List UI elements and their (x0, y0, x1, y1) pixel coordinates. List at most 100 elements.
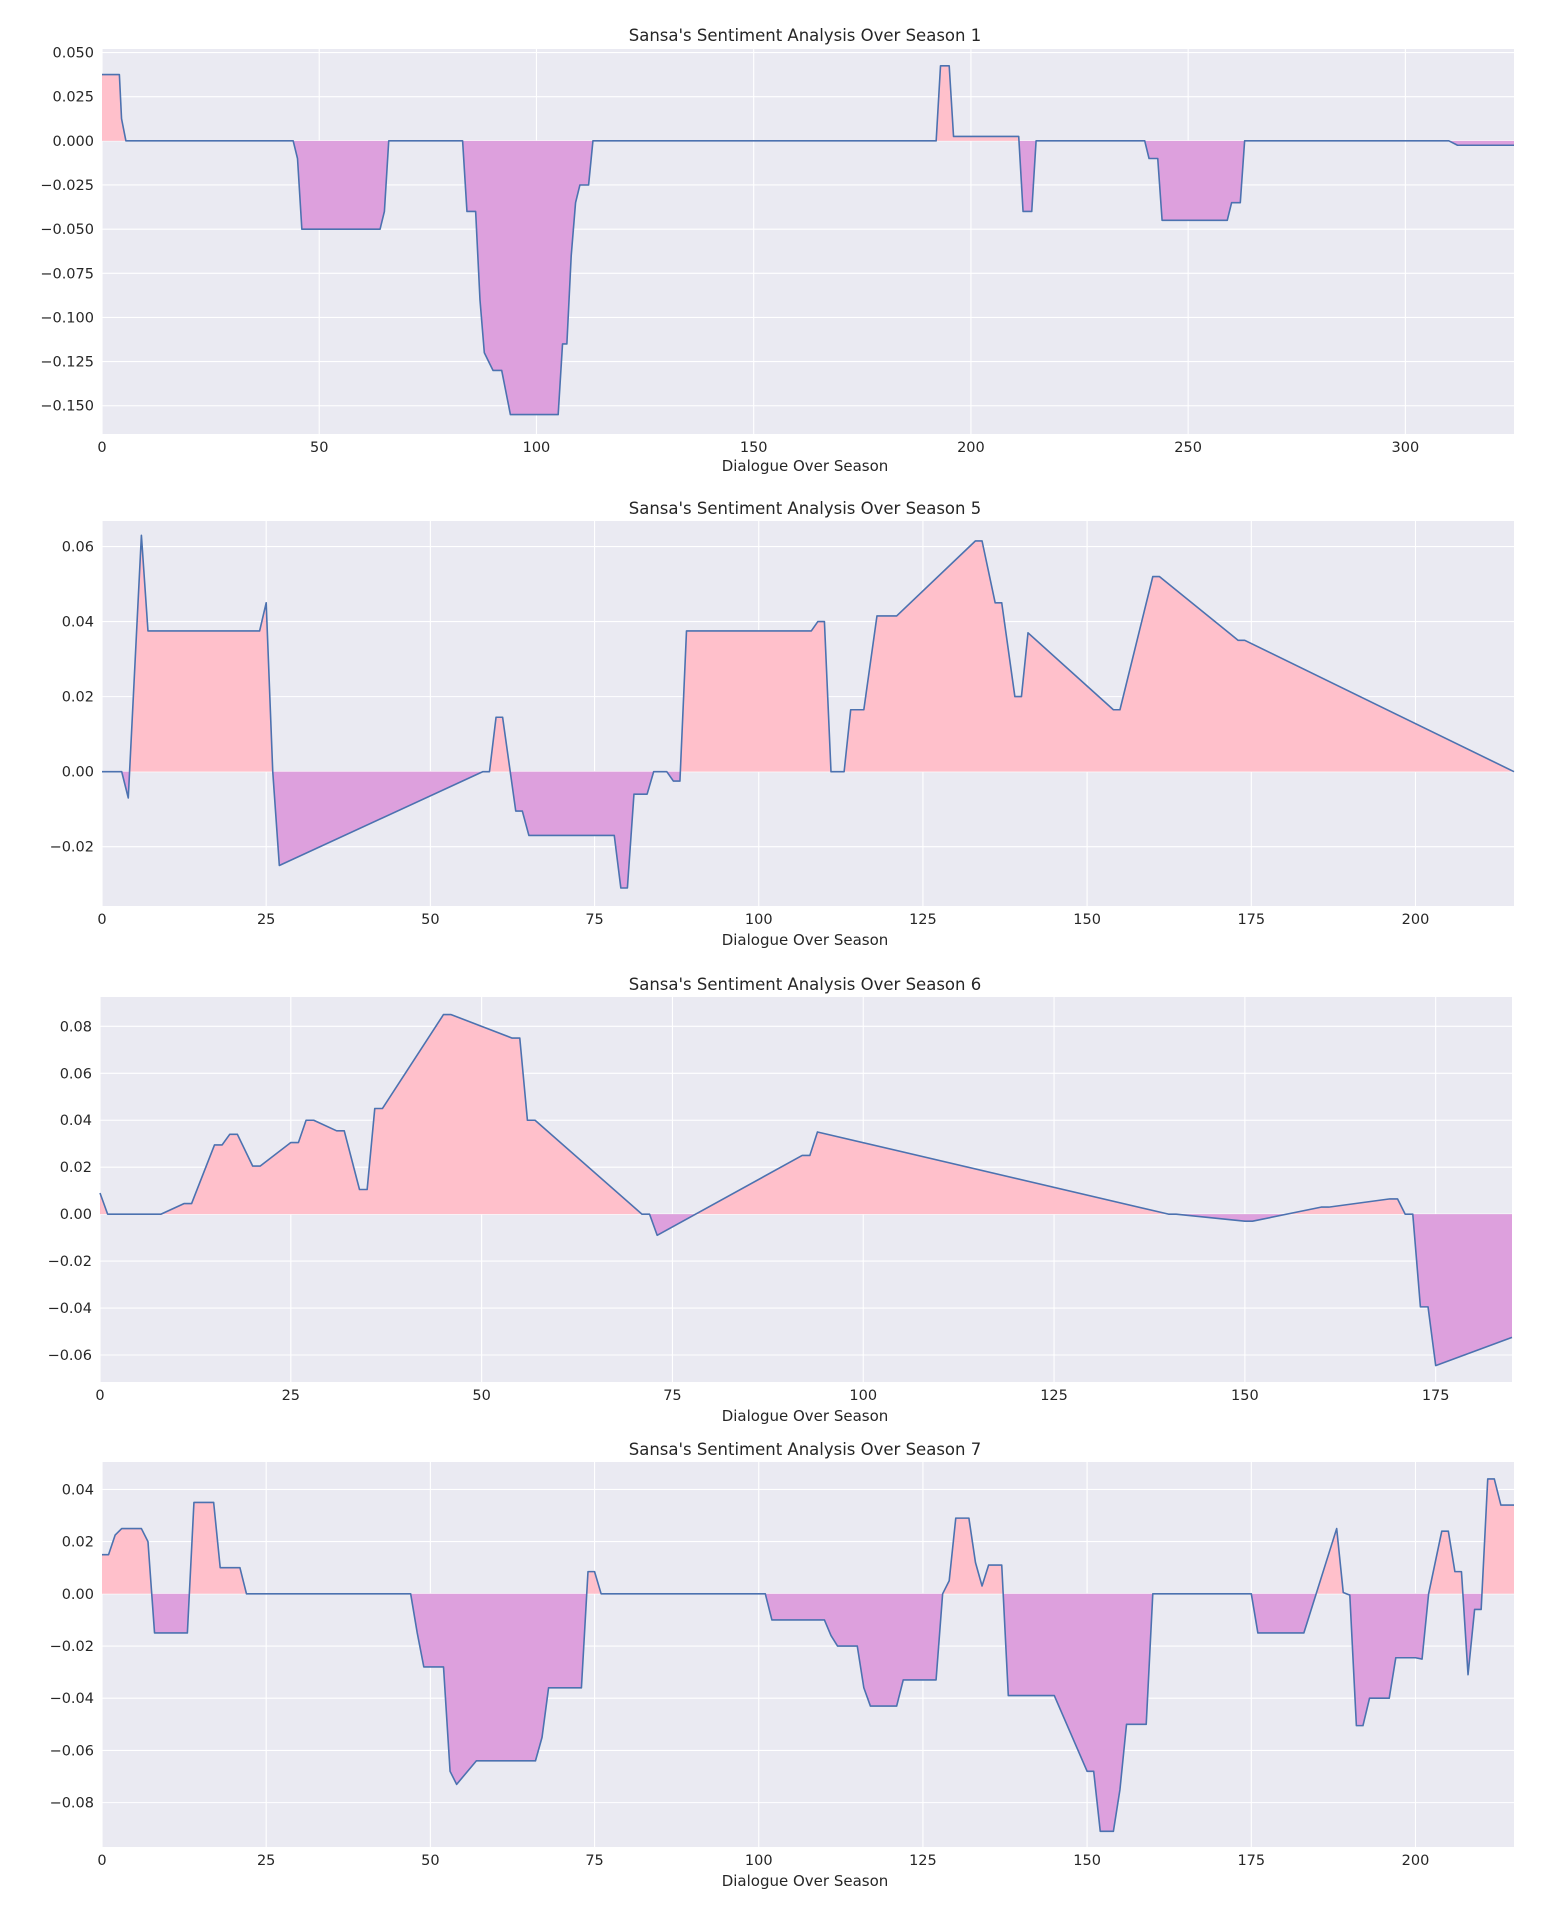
data-point (613, 834, 615, 836)
data-point (1493, 1478, 1495, 1480)
y-tick-label: −0.04 (48, 1301, 92, 1317)
positive-area (100, 1014, 1512, 1215)
y-tick-label: 0.02 (60, 1160, 92, 1176)
data-point (1158, 575, 1160, 577)
data-point (1427, 1593, 1429, 1595)
data-point (1243, 140, 1245, 142)
data-point (593, 1570, 595, 1572)
data-point (492, 369, 494, 371)
x-tick-label: 125 (909, 1853, 937, 1869)
data-point (114, 1534, 116, 1536)
y-tick-label: −0.075 (40, 266, 94, 282)
data-point (1395, 1657, 1397, 1659)
data-point (483, 352, 485, 354)
data-point (1480, 1608, 1482, 1610)
x-tick-label: 150 (1073, 912, 1101, 928)
data-point (153, 1632, 155, 1634)
data-point (221, 1144, 223, 1146)
x-tick-label: 100 (745, 1853, 773, 1869)
data-point (1251, 1220, 1253, 1222)
data-point (1487, 1478, 1489, 1480)
data-point (383, 210, 385, 212)
data-point (1033, 1694, 1035, 1696)
data-point (519, 1037, 521, 1039)
data-point (236, 1133, 238, 1135)
data-point (1237, 639, 1239, 641)
x-tick-label: 75 (585, 1853, 603, 1869)
y-tick-label: −0.150 (40, 399, 94, 415)
x-tick-label: 125 (1040, 1388, 1068, 1404)
data-point (379, 228, 381, 230)
data-point (522, 413, 524, 415)
data-point (1022, 210, 1024, 212)
data-point (620, 887, 622, 889)
data-point (541, 1736, 543, 1738)
data-point (1027, 1694, 1029, 1696)
data-point (771, 1619, 773, 1621)
data-point (147, 1540, 149, 1542)
data-point (101, 770, 103, 772)
data-point (474, 210, 476, 212)
data-point (118, 73, 120, 75)
data-point (587, 184, 589, 186)
data-point (127, 797, 129, 799)
x-tick-label: 25 (257, 1853, 275, 1869)
y-tick-label: 0.00 (60, 1207, 92, 1223)
data-point (534, 1760, 536, 1762)
data-point (511, 1037, 513, 1039)
data-point (501, 716, 503, 718)
data-point (213, 1144, 215, 1146)
data-point (416, 1632, 418, 1634)
plot-area (101, 521, 1515, 906)
data-point (566, 343, 568, 345)
data-point (296, 157, 298, 159)
y-tick-label: −0.06 (48, 1348, 92, 1364)
data-point (1152, 1593, 1154, 1595)
data-point (1014, 695, 1016, 697)
data-point (1092, 1770, 1094, 1772)
y-tick-label: 0.06 (62, 540, 94, 556)
data-point (1473, 1608, 1475, 1610)
data-point (836, 1645, 838, 1647)
data-point (1001, 602, 1003, 604)
x-tick-label: 150 (740, 440, 768, 456)
data-point (895, 1705, 897, 1707)
data-point (1250, 1593, 1252, 1595)
data-point (120, 118, 122, 120)
data-point (140, 1527, 142, 1529)
y-tick-label: 0.04 (62, 615, 94, 631)
x-tick-label: 100 (849, 1388, 877, 1404)
data-point (1161, 219, 1163, 221)
data-point (561, 343, 563, 345)
data-point (626, 887, 628, 889)
data-point (534, 1119, 536, 1121)
plot-background (102, 1462, 1514, 1847)
data-point (547, 1687, 549, 1689)
data-point (305, 1119, 307, 1121)
data-point (1119, 709, 1121, 711)
data-point (816, 1131, 818, 1133)
y-tick-label: −0.125 (40, 355, 94, 371)
data-point (183, 1202, 185, 1204)
data-point (259, 1165, 261, 1167)
data-point (1456, 144, 1458, 146)
data-point (1320, 1206, 1322, 1208)
data-point (1027, 632, 1029, 634)
data-point (252, 630, 254, 632)
data-point (1053, 1694, 1055, 1696)
data-point (461, 140, 463, 142)
data-point (1112, 709, 1114, 711)
data-point (335, 1130, 337, 1132)
data-point (1175, 1213, 1177, 1215)
data-point (592, 140, 594, 142)
data-point (1328, 1206, 1330, 1208)
y-tick-label: 0.000 (52, 134, 94, 150)
y-tick-label: −0.025 (40, 178, 94, 194)
y-tick-label: 0.08 (60, 1019, 92, 1035)
data-point (229, 1133, 231, 1135)
x-tick-label: 50 (421, 912, 439, 928)
data-point (219, 1567, 221, 1569)
data-point (1441, 1530, 1443, 1532)
data-point (374, 1107, 376, 1109)
data-point (1412, 1213, 1414, 1215)
